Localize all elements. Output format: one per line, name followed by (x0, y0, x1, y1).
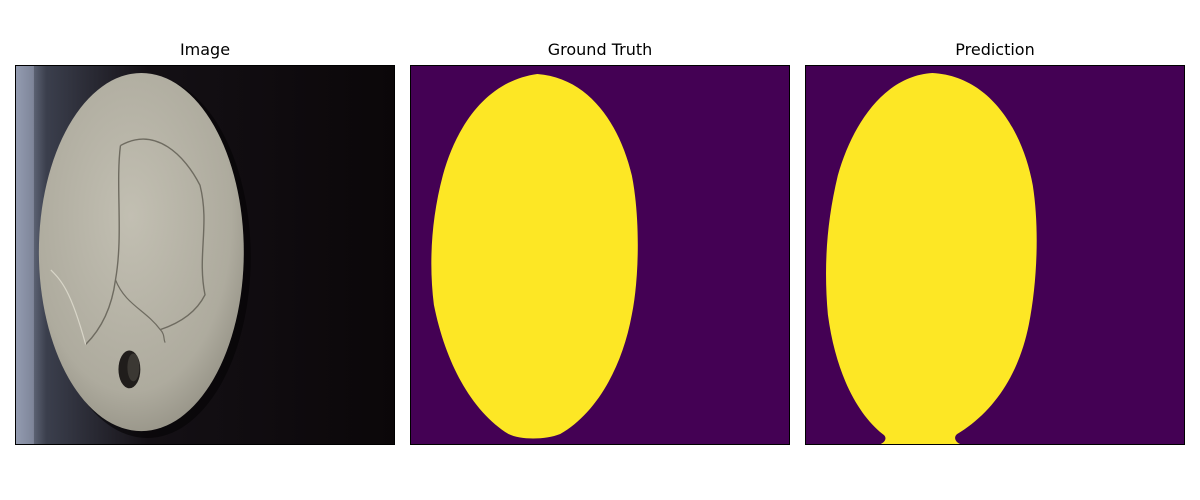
crack-line (114, 279, 166, 343)
crack-line (50, 269, 87, 345)
prediction-panel (805, 65, 1185, 445)
ground-truth-mask (411, 66, 789, 444)
mask-foreground (431, 73, 638, 439)
crack-line (85, 145, 122, 346)
prediction-mask (806, 66, 1184, 444)
disc-hole-rim (127, 353, 140, 382)
ground-truth-panel-title: Ground Truth (547, 40, 653, 59)
image-panel-title: Image (179, 40, 231, 59)
photo-left-light (16, 66, 34, 444)
image-panel (15, 65, 395, 445)
prediction-panel-title: Prediction (955, 40, 1035, 59)
source-photo (16, 66, 394, 444)
ground-truth-panel (410, 65, 790, 445)
crack-line (120, 138, 206, 331)
concrete-disc (38, 72, 244, 432)
mask-foreground (826, 72, 1037, 444)
